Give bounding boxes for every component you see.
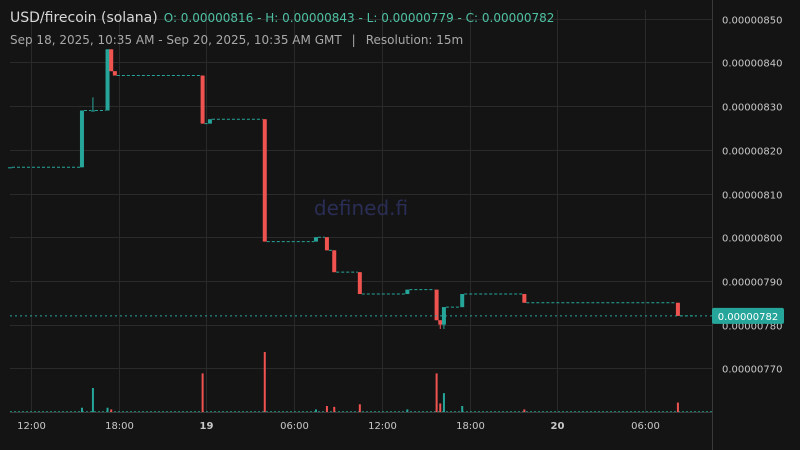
y-tick-label: 0.00000780 <box>722 322 782 333</box>
candle-body <box>441 307 446 325</box>
candle-body <box>438 320 443 325</box>
candle-body <box>675 302 680 316</box>
volume-bar <box>523 409 526 412</box>
x-tick-label: 18:00 <box>456 421 485 432</box>
candle-body <box>434 289 439 321</box>
volume-bar <box>435 373 438 412</box>
volume-bar <box>442 393 445 412</box>
last-price-label: 0.00000782 <box>718 312 778 323</box>
volume-bar <box>406 409 409 412</box>
y-tick-label: 0.00000800 <box>722 234 782 245</box>
candle-body <box>324 237 329 251</box>
x-tick-label: 06:00 <box>631 421 660 432</box>
volume-bar <box>461 406 464 412</box>
volume-bar <box>358 404 361 412</box>
chart-header: USD/firecoin (solana) O: 0.00000816 - H: … <box>10 10 554 26</box>
candle-body <box>262 119 267 242</box>
volume-bar <box>439 403 442 412</box>
x-tick-label: 19 <box>200 421 214 432</box>
candle-body <box>112 71 117 76</box>
x-tick-label: 20 <box>551 421 565 432</box>
volume-bar <box>325 406 328 412</box>
candle-body <box>8 167 12 169</box>
volume-bar <box>333 406 336 412</box>
x-tick-label: 06:00 <box>280 421 309 432</box>
y-tick-label: 0.00000840 <box>722 59 782 70</box>
header-separator: | <box>351 33 356 47</box>
volume-bar <box>106 407 109 412</box>
volume-bar <box>263 352 266 412</box>
volume-bar <box>314 409 317 412</box>
candle-body <box>90 110 95 112</box>
candle-body <box>207 119 212 124</box>
candle-body <box>522 294 527 303</box>
y-tick-label: 0.00000770 <box>722 365 782 376</box>
x-tick-label: 18:00 <box>105 421 134 432</box>
chart-subheader: Sep 18, 2025, 10:35 AM - Sep 20, 2025, 1… <box>10 33 463 47</box>
volume-bar <box>201 373 204 412</box>
last-price-badge <box>712 307 784 324</box>
volume-bar <box>676 402 679 412</box>
pair-title: USD/firecoin (solana) <box>10 10 158 26</box>
candle-body <box>357 272 362 295</box>
resolution-label: Resolution: 15m <box>365 33 464 47</box>
watermark: defined.fi <box>314 196 408 220</box>
y-tick-label: 0.00000830 <box>722 103 782 114</box>
x-tick-label: 12:00 <box>17 421 46 432</box>
date-range: Sep 18, 2025, 10:35 AM - Sep 20, 2025, 1… <box>10 33 342 47</box>
candle-body <box>405 289 410 295</box>
candle-body <box>105 49 110 111</box>
candle-body <box>332 250 337 273</box>
x-tick-label: 12:00 <box>368 421 397 432</box>
candle-body <box>200 75 205 124</box>
y-tick-label: 0.00000820 <box>722 147 782 158</box>
candle-body <box>460 294 465 308</box>
y-tick-label: 0.00000850 <box>722 16 782 27</box>
candle-body <box>79 110 84 168</box>
volume-bar <box>110 409 113 412</box>
y-tick-label: 0.00000810 <box>722 191 782 202</box>
candle-body <box>109 49 114 72</box>
volume-bar <box>80 407 83 412</box>
volume-bar <box>91 388 94 412</box>
candle-body <box>313 237 318 242</box>
y-tick-label: 0.00000790 <box>722 278 782 289</box>
ohlc-readout: O: 0.00000816 - H: 0.00000843 - L: 0.000… <box>163 11 555 25</box>
